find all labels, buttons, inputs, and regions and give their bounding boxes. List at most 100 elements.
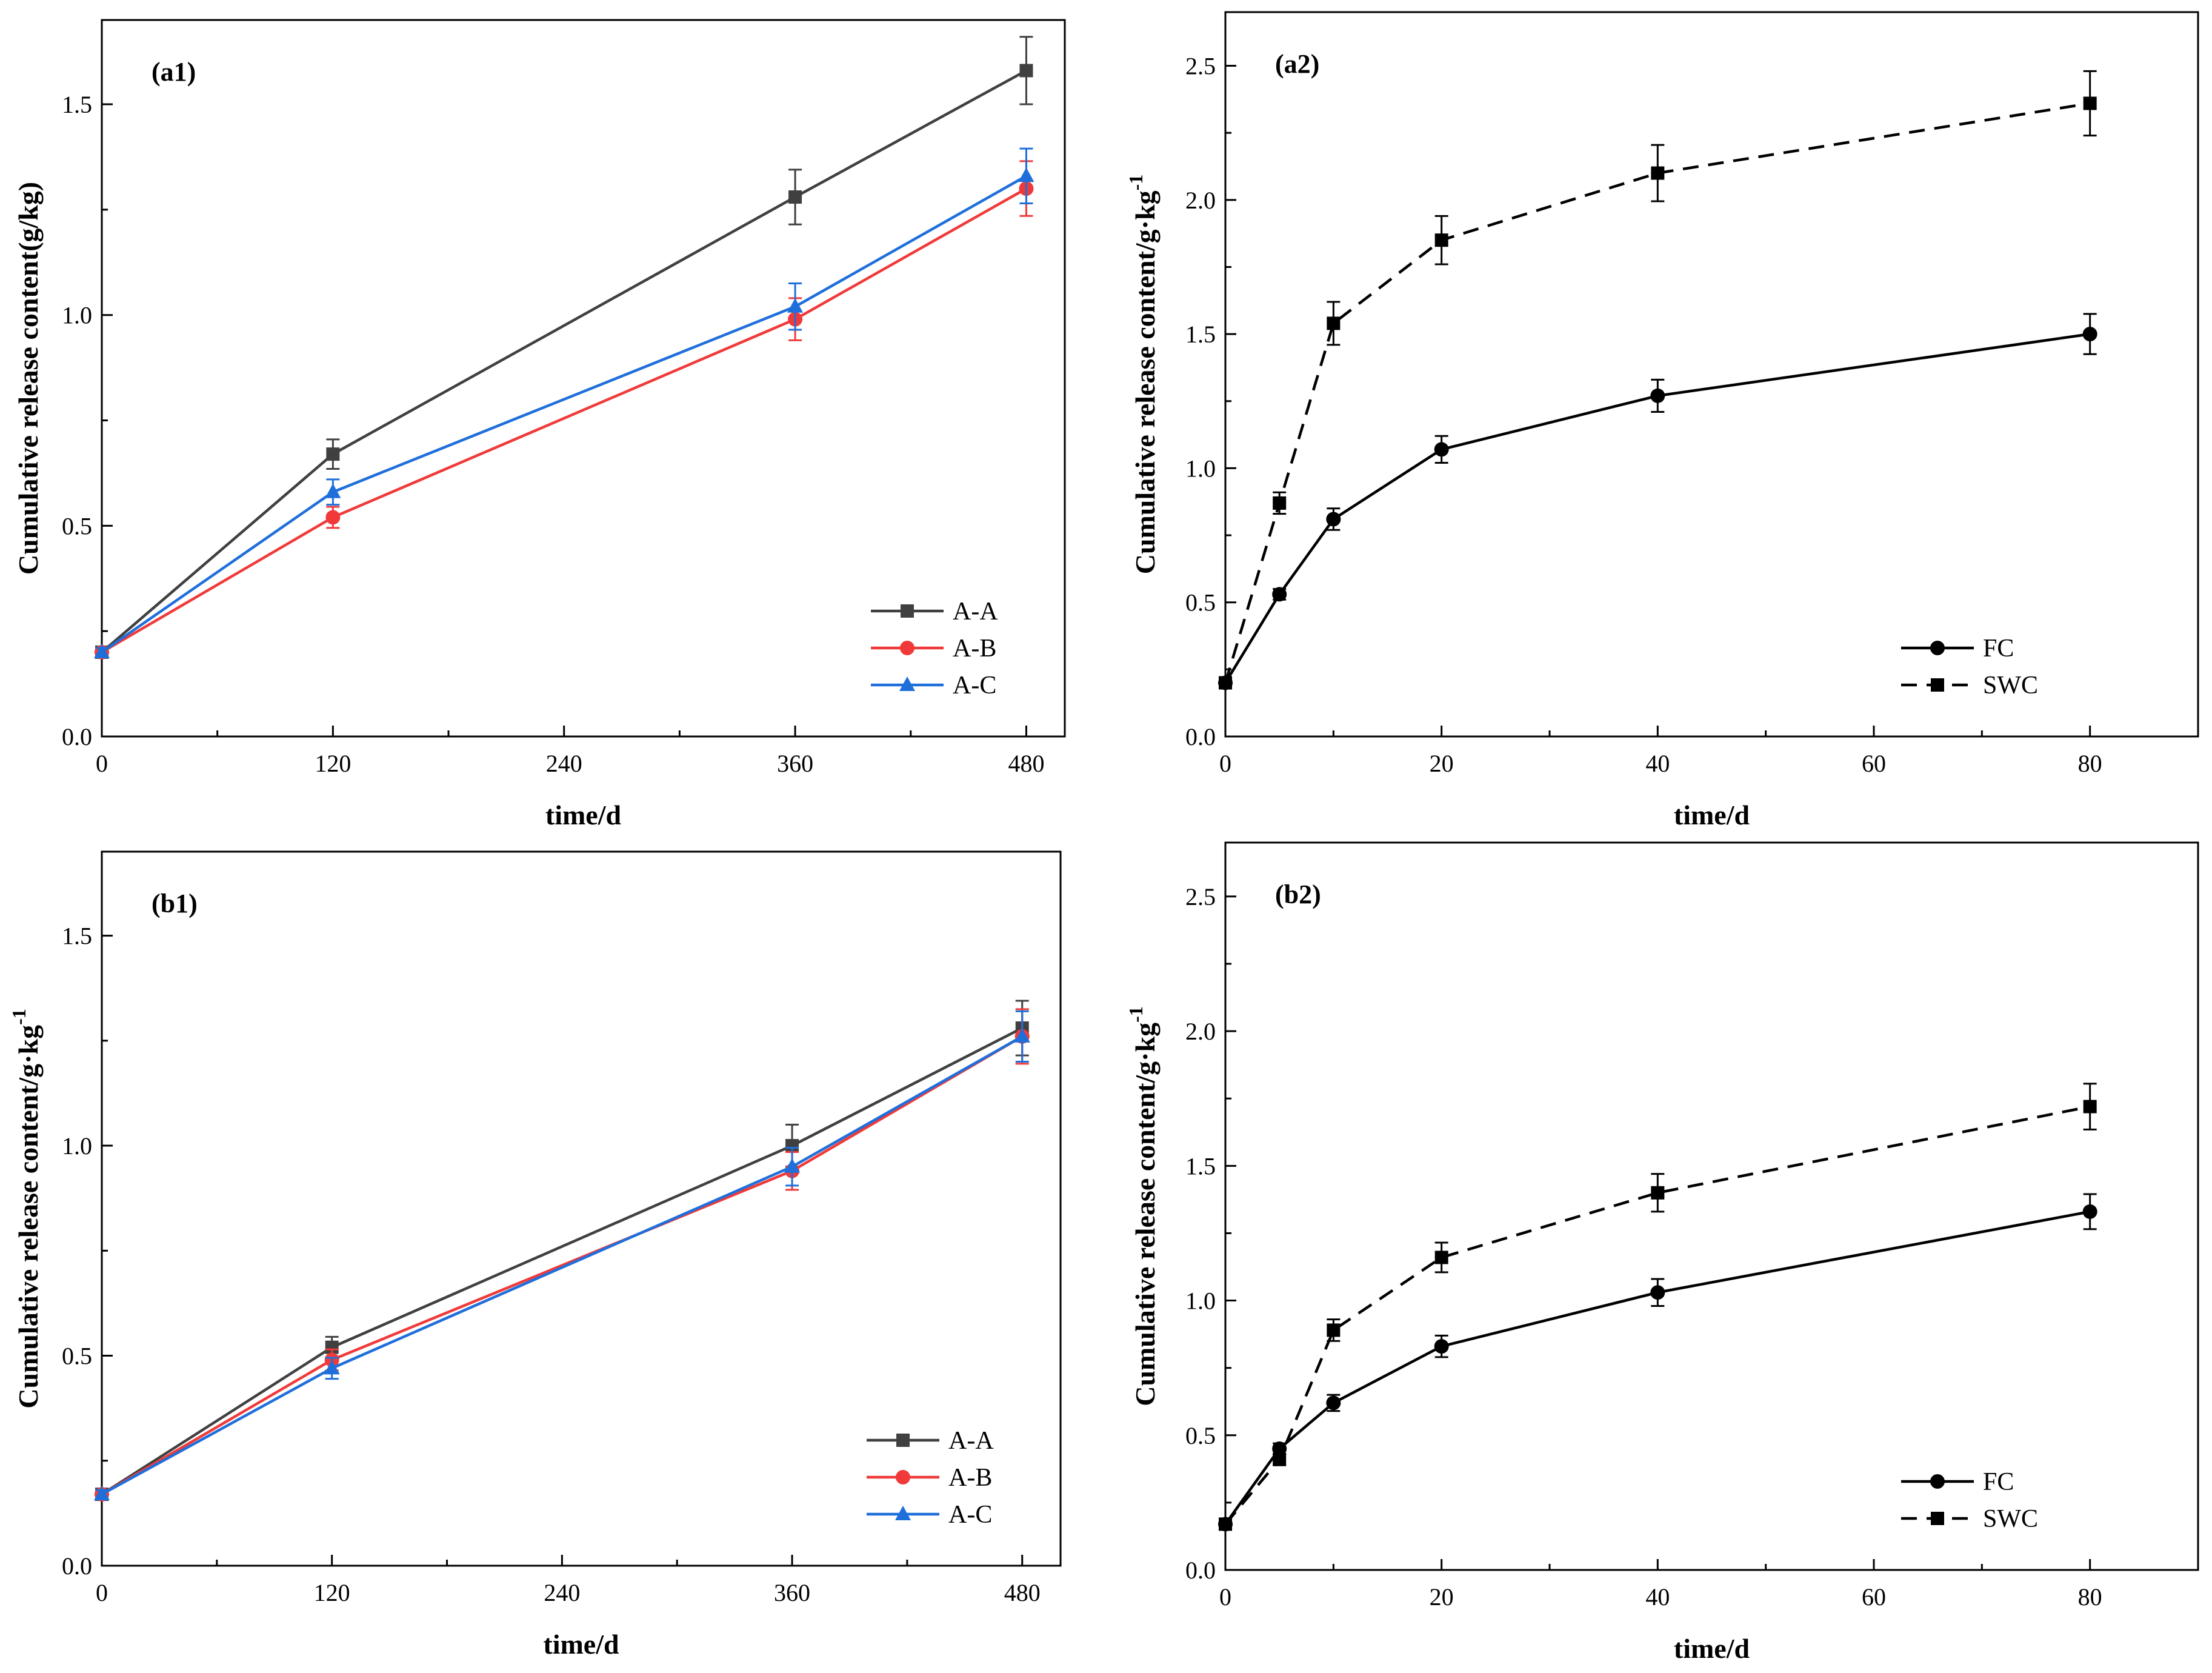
y-axis-title-superscript: -1: [1125, 1006, 1147, 1023]
plot-frame: [101, 850, 1062, 1567]
data-point: [1434, 442, 1449, 457]
data-point: [1326, 1395, 1341, 1411]
x-axis-title: time/d: [543, 1629, 619, 1660]
data-point: [1651, 166, 1665, 180]
y-tick-label: 1.0: [62, 302, 92, 329]
x-tick-label: 40: [1645, 1583, 1670, 1611]
legend-marker: [1931, 678, 1944, 692]
y-tick-label: 0.5: [62, 512, 92, 539]
data-point: [1219, 1517, 1232, 1531]
series-line: [1224, 1210, 2091, 1525]
y-tick-label: 2.0: [1185, 187, 1216, 214]
series-a-a: [95, 1000, 1029, 1501]
data-point: [1018, 167, 1034, 182]
y-tick-label: 1.5: [62, 91, 92, 118]
y-axis-title: Cumulative release content/g·kg-1: [8, 1009, 44, 1409]
data-point: [1327, 316, 1341, 330]
legend-label: A-C: [953, 672, 996, 700]
data-point: [1434, 233, 1448, 247]
series-swc: [1219, 1083, 2097, 1531]
x-tick-label: 0: [1219, 1583, 1231, 1611]
data-point: [1326, 512, 1341, 527]
legend-marker: [895, 1506, 911, 1520]
data-point: [1434, 1339, 1449, 1354]
data-point: [1434, 1251, 1448, 1264]
legend: A-A A-B A-C: [871, 598, 998, 700]
series-line: [101, 1035, 1023, 1496]
panel-b2: 0 20 40 60 80 0.0 0.5 1.0 1.5 2.0 2.5 time/d Cumulat…: [1125, 841, 2199, 1664]
panel-label: (a2): [1275, 49, 1319, 79]
y-tick-label: 1.0: [1185, 1287, 1216, 1315]
legend-marker: [1931, 1512, 1944, 1525]
series-line: [1224, 102, 2091, 684]
plot-frame: [101, 19, 1066, 738]
x-tick-label: 120: [315, 750, 351, 777]
legend-marker: [896, 1434, 910, 1447]
data-point: [324, 1360, 340, 1375]
y-axis-title-main: Cumulative release content/g·kg: [13, 1025, 44, 1409]
panel-a1: 0 120 240 360 480 0.0 0.5 1.0 1.5 time/d Cumulativ…: [13, 19, 1066, 830]
series-line: [1224, 332, 2090, 684]
series-a-c: [94, 1010, 1030, 1501]
series-line: [101, 1027, 1023, 1496]
legend-marker: [901, 604, 914, 618]
series-fc: [1218, 1193, 2097, 1532]
data-point: [784, 1158, 801, 1173]
panel-label: (a1): [152, 57, 196, 87]
y-tick-label: 1.5: [1185, 1152, 1216, 1180]
series-line: [101, 69, 1027, 653]
y-tick-label: 0.0: [1185, 1557, 1216, 1584]
data-point: [1272, 1441, 1287, 1456]
data-point: [1272, 587, 1287, 602]
x-tick-label: 120: [314, 1579, 350, 1606]
x-tick-label: 0: [1219, 750, 1231, 777]
data-point: [2082, 1204, 2097, 1219]
y-axis-title-main: Cumulative release content/g·kg: [1130, 190, 1161, 574]
x-tick-label: 40: [1645, 750, 1670, 777]
x-tick-label: 20: [1430, 1583, 1454, 1611]
data-point: [1327, 1323, 1341, 1337]
panel-label: (b2): [1275, 880, 1321, 909]
data-point: [2083, 96, 2097, 110]
data-point: [788, 190, 802, 204]
x-tick-label: 480: [1008, 750, 1044, 777]
x-tick-label: 240: [546, 750, 582, 777]
y-tick-label: 0.0: [62, 723, 92, 750]
legend-marker: [900, 641, 914, 655]
legend-label: A-C: [948, 1501, 992, 1529]
plot-frame: [1224, 11, 2199, 738]
x-tick-label: 240: [544, 1579, 580, 1606]
y-axis-title-main: Cumulative release content/g·kg: [1130, 1023, 1161, 1406]
y-tick-label: 1.0: [1185, 455, 1216, 482]
x-tick-label: 80: [2078, 750, 2102, 777]
y-tick-label: 2.5: [1185, 883, 1216, 910]
data-point: [325, 1340, 339, 1354]
data-point: [94, 1486, 110, 1501]
y-tick-label: 2.0: [1185, 1018, 1216, 1045]
y-tick-label: 0.5: [1185, 589, 1216, 616]
series-line: [101, 1035, 1023, 1496]
legend-marker: [899, 676, 915, 691]
series-a-c: [94, 147, 1034, 658]
data-point: [1273, 1452, 1287, 1466]
series-line: [1224, 1105, 2091, 1525]
legend-label: A-B: [953, 635, 996, 663]
series-line: [101, 187, 1027, 653]
x-axis-title: time/d: [545, 800, 622, 830]
x-tick-label: 360: [774, 1579, 810, 1606]
legend-marker: [1930, 641, 1945, 655]
y-tick-label: 1.5: [1185, 321, 1216, 348]
y-axis-title-superscript: -1: [1125, 175, 1147, 191]
panel-label: (b1): [152, 889, 198, 918]
y-tick-label: 1.5: [62, 923, 92, 950]
legend-label: SWC: [1983, 672, 2038, 700]
y-tick-label: 0.0: [1185, 723, 1216, 750]
legend-label: A-B: [948, 1464, 992, 1492]
x-tick-label: 360: [777, 750, 813, 777]
series-fc: [1218, 313, 2097, 690]
x-tick-label: 0: [96, 750, 108, 777]
data-point: [2082, 327, 2097, 342]
data-point: [2083, 1100, 2097, 1114]
x-tick-label: 0: [96, 1579, 108, 1606]
